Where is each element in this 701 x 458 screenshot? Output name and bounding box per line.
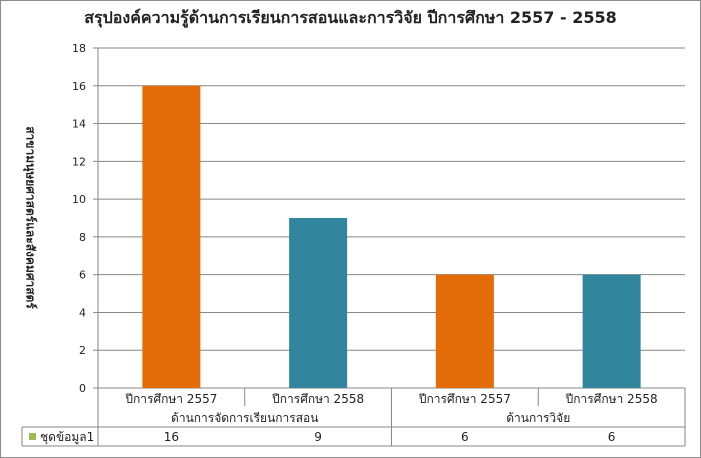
data-table-value: 16 — [164, 430, 179, 444]
y-tick-label: 12 — [72, 155, 86, 168]
x-tick-label: ปีการศึกษา 2557 — [125, 392, 218, 406]
data-table-value: 9 — [314, 430, 322, 444]
x-tick-label: ปีการศึกษา 2558 — [272, 392, 365, 406]
y-tick-label: 8 — [79, 231, 86, 244]
bar — [289, 218, 348, 388]
y-tick-label: 2 — [79, 344, 86, 357]
x-tick-label: ปีการศึกษา 2558 — [565, 392, 658, 406]
data-table-value: 6 — [608, 430, 616, 444]
y-tick-label: 14 — [72, 118, 86, 131]
x-group-label: ด้านการจัดการเรียนการสอน — [171, 411, 318, 425]
chart-title: สรุปองค์ความรู้ด้านการเรียนการสอนและการว… — [84, 8, 617, 27]
bar — [142, 85, 201, 389]
data-table-value: 6 — [461, 430, 469, 444]
y-tick-label: 6 — [79, 269, 86, 282]
y-tick-label: 10 — [72, 193, 86, 206]
bar — [435, 274, 494, 388]
x-tick-label: ปีการศึกษา 2557 — [418, 392, 511, 406]
legend-label: ชุดข้อมูล1 — [40, 430, 94, 445]
y-tick-label: 0 — [79, 382, 86, 395]
y-tick-label: 4 — [79, 306, 86, 319]
y-tick-label: 18 — [72, 42, 86, 55]
legend-swatch — [29, 433, 36, 440]
bar — [582, 274, 641, 388]
x-group-label: ด้านการวิจัย — [506, 411, 570, 425]
y-tick-label: 16 — [72, 80, 86, 93]
